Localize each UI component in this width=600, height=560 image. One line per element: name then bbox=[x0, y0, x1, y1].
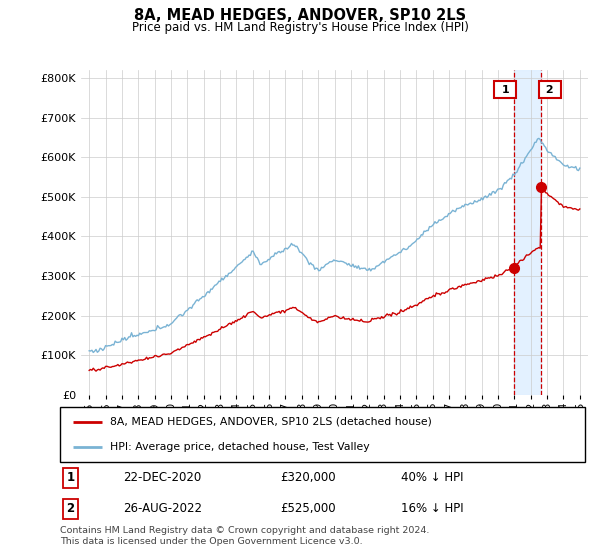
Text: 16% ↓ HPI: 16% ↓ HPI bbox=[401, 502, 464, 515]
Text: 2: 2 bbox=[542, 85, 558, 95]
Text: Price paid vs. HM Land Registry's House Price Index (HPI): Price paid vs. HM Land Registry's House … bbox=[131, 21, 469, 34]
Text: 1: 1 bbox=[67, 471, 74, 484]
Text: 26-AUG-2022: 26-AUG-2022 bbox=[123, 502, 202, 515]
Text: 22-DEC-2020: 22-DEC-2020 bbox=[123, 471, 201, 484]
Text: 1: 1 bbox=[497, 85, 513, 95]
Text: 8A, MEAD HEDGES, ANDOVER, SP10 2LS: 8A, MEAD HEDGES, ANDOVER, SP10 2LS bbox=[134, 8, 466, 24]
Text: £525,000: £525,000 bbox=[281, 502, 336, 515]
Text: 40% ↓ HPI: 40% ↓ HPI bbox=[401, 471, 464, 484]
Text: £320,000: £320,000 bbox=[281, 471, 336, 484]
Text: Contains HM Land Registry data © Crown copyright and database right 2024.
This d: Contains HM Land Registry data © Crown c… bbox=[60, 526, 430, 546]
Bar bbox=[514, 70, 541, 395]
Text: HPI: Average price, detached house, Test Valley: HPI: Average price, detached house, Test… bbox=[110, 442, 370, 452]
Text: 8A, MEAD HEDGES, ANDOVER, SP10 2LS (detached house): 8A, MEAD HEDGES, ANDOVER, SP10 2LS (deta… bbox=[110, 417, 432, 427]
Text: 2: 2 bbox=[67, 502, 74, 515]
